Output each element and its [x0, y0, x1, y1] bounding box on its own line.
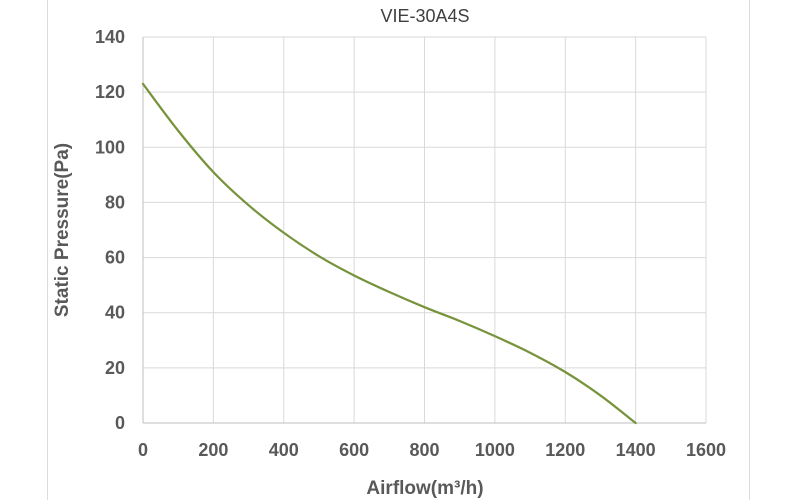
y-tick-label: 0	[115, 413, 125, 433]
y-tick-label: 140	[95, 27, 125, 47]
y-tick-label: 80	[105, 192, 125, 212]
chart-frame	[47, 0, 750, 500]
x-tick-label: 1200	[545, 440, 585, 460]
y-tick-label: 40	[105, 303, 125, 323]
x-tick-label: 200	[198, 440, 228, 460]
axes	[142, 37, 706, 424]
chart-title: VIE-30A4S	[380, 6, 469, 26]
series-group	[141, 82, 637, 425]
y-tick-label: 120	[95, 82, 125, 102]
grid	[143, 36, 707, 423]
x-tick-label: 800	[409, 440, 439, 460]
x-tick-label: 1400	[616, 440, 656, 460]
series-line	[141, 82, 637, 425]
x-tick-label: 1000	[475, 440, 515, 460]
y-tick-label: 100	[95, 137, 125, 157]
x-axis-title: Airflow(m³/h)	[366, 478, 483, 499]
x-tick-label: 600	[339, 440, 369, 460]
x-tick-label: 400	[269, 440, 299, 460]
y-axis-title: Static Pressure(Pa)	[52, 143, 73, 317]
y-tick-labels: 0 20 40 60 80 100 120 140	[95, 27, 125, 433]
x-tick-label: 0	[138, 440, 148, 460]
y-tick-label: 20	[105, 358, 125, 378]
x-tick-labels: 0 200 400 600 800 1000 1200 1400 1600	[138, 440, 726, 460]
y-tick-label: 60	[105, 248, 125, 268]
x-tick-label: 1600	[686, 440, 726, 460]
